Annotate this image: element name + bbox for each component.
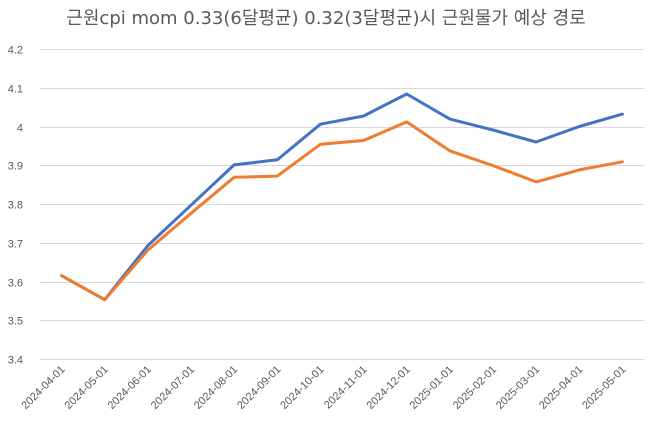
y-tick-label: 3.6 [8, 278, 23, 290]
x-tick-label: 2024-10-01 [278, 364, 326, 412]
series-line-1 [60, 92, 624, 302]
y-tick-label: 3.7 [8, 239, 23, 251]
series-lines [60, 92, 624, 302]
y-tick-label: 3.8 [8, 200, 23, 212]
y-tick-label: 3.4 [8, 355, 23, 367]
x-tick-label: 2024-11-01 [322, 364, 370, 412]
x-tick-label: 2025-05-01 [580, 364, 628, 412]
x-tick-label: 2025-03-01 [494, 364, 542, 412]
y-tick-label: 4.2 [8, 45, 23, 57]
x-tick-label: 2024-07-01 [149, 364, 197, 412]
x-tick-label: 2024-04-01 [19, 364, 67, 412]
x-tick-label: 2024-08-01 [192, 364, 240, 412]
x-tick-label: 2024-09-01 [235, 364, 283, 412]
x-tick-label: 2025-04-01 [537, 364, 585, 412]
y-tick-label: 4.1 [8, 84, 23, 96]
x-tick-label: 2024-05-01 [63, 364, 111, 412]
x-axis-tick-labels: 2024-04-012024-05-012024-06-012024-07-01… [19, 364, 628, 412]
y-tick-label: 3.9 [8, 161, 23, 173]
series-line-2 [60, 120, 624, 302]
x-tick-label: 2024-06-01 [106, 364, 154, 412]
y-tick-label: 3.5 [8, 316, 23, 328]
x-tick-label: 2024-12-01 [365, 364, 413, 412]
y-tick-label: 4 [17, 123, 23, 135]
x-tick-label: 2025-01-01 [408, 364, 456, 412]
gridlines [40, 49, 644, 360]
y-axis-tick-labels: 3.4 3.5 3.6 3.7 3.8 3.9 4 4.1 4.2 [8, 45, 23, 367]
x-tick-label: 2025-02-01 [451, 364, 499, 412]
chart-title: 근원cpi mom 0.33(6달평균) 0.32(3달평균)시 근원물가 예상… [66, 8, 585, 29]
